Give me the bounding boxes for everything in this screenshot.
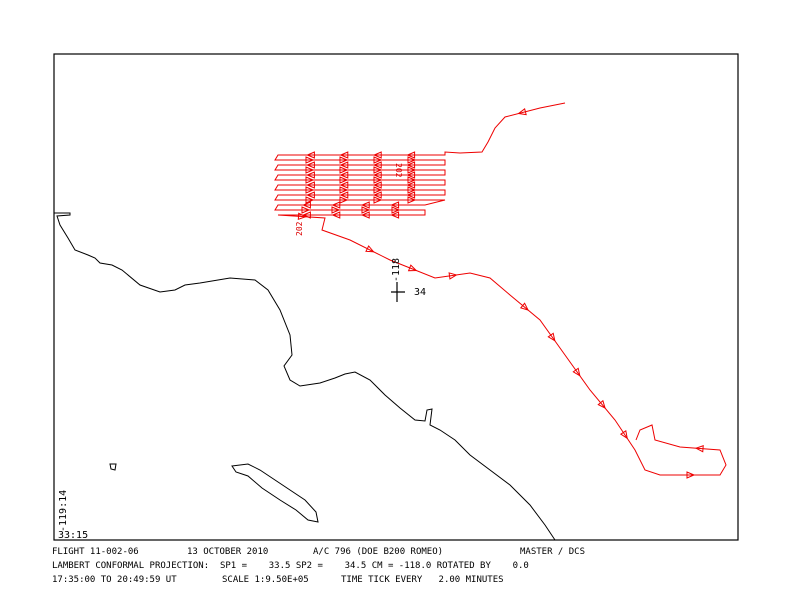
footer-text: SCALE 1:9.50E+05 xyxy=(222,575,309,585)
time-tick xyxy=(305,156,315,164)
time-tick xyxy=(390,201,400,209)
time-tick xyxy=(572,367,581,377)
footer-text: 13 OCTOBER 2010 xyxy=(187,547,268,557)
time-tick xyxy=(360,211,370,219)
time-tick xyxy=(406,191,416,199)
time-tick xyxy=(306,191,315,199)
time-tick xyxy=(619,430,628,440)
time-tick xyxy=(305,176,315,184)
time-tick xyxy=(331,201,341,209)
time-tick xyxy=(305,166,315,174)
center-lon: -118 xyxy=(391,258,402,282)
footer-text: 17:35:00 TO 20:49:59 UT xyxy=(52,575,177,585)
time-tick xyxy=(373,176,383,184)
time-tick xyxy=(339,196,349,204)
time-tick xyxy=(372,151,382,159)
time-tick xyxy=(365,245,375,253)
corner-lat: 33:15 xyxy=(58,530,88,541)
time-tick xyxy=(373,166,383,174)
time-tick xyxy=(372,161,382,169)
time-tick xyxy=(339,156,349,164)
footer-text: A/C 796 (DOE B200 ROMEO) xyxy=(313,547,443,557)
time-tick xyxy=(407,166,417,174)
time-tick xyxy=(373,196,383,204)
time-tick xyxy=(694,445,704,453)
time-tick xyxy=(390,211,400,219)
time-tick xyxy=(339,191,349,199)
time-tick xyxy=(360,201,370,209)
time-tick xyxy=(406,181,416,189)
time-tick xyxy=(306,151,315,159)
time-tick xyxy=(372,171,382,179)
time-tick xyxy=(406,161,416,169)
center-cross xyxy=(391,282,405,302)
time-tick xyxy=(331,211,341,219)
time-tick xyxy=(406,171,416,179)
footer-text: MASTER / DCS xyxy=(520,547,585,557)
time-tick xyxy=(407,156,417,164)
time-tick xyxy=(339,181,349,189)
time-tick xyxy=(306,181,315,189)
coastline xyxy=(54,212,556,541)
time-tick xyxy=(339,176,349,184)
time-tick xyxy=(339,151,349,159)
time-tick xyxy=(339,161,349,169)
time-tick xyxy=(407,196,417,204)
time-tick xyxy=(361,206,371,214)
time-tick xyxy=(517,107,527,116)
time-tick xyxy=(686,471,696,479)
corner-lon: -119:14 xyxy=(58,490,69,532)
time-tick xyxy=(372,191,382,199)
footer-text: TIME TICK EVERY 2.00 MINUTES xyxy=(341,575,504,585)
time-tick xyxy=(597,399,606,410)
time-tick xyxy=(305,196,315,204)
island xyxy=(109,463,117,471)
footer-text: FLIGHT 11-002-06 xyxy=(52,547,139,557)
time-tick xyxy=(339,171,349,179)
time-tick xyxy=(302,201,311,209)
time-tick xyxy=(407,264,418,272)
time-tick xyxy=(407,186,417,194)
time-tick xyxy=(519,302,530,311)
time-tick xyxy=(306,161,315,169)
time-tick xyxy=(448,272,458,280)
map-frame xyxy=(53,53,739,541)
time-tick xyxy=(306,171,315,179)
time-tick xyxy=(339,186,349,194)
time-tick xyxy=(406,151,416,159)
island xyxy=(231,463,319,523)
time-tick xyxy=(339,166,349,174)
center-lat: 34 xyxy=(414,287,426,298)
flight-track xyxy=(274,102,727,479)
time-tick xyxy=(302,211,311,219)
time-tick xyxy=(407,176,417,184)
time-tick xyxy=(331,206,341,214)
time-tick xyxy=(391,206,401,214)
time-tick xyxy=(297,212,307,221)
time-tick xyxy=(372,181,382,189)
track-line xyxy=(274,102,727,476)
time-tick xyxy=(305,186,315,194)
time-tick xyxy=(547,332,556,342)
time-tick xyxy=(301,206,311,214)
time-tick xyxy=(373,186,383,194)
track-label: 202 xyxy=(295,221,304,236)
time-tick xyxy=(373,156,383,164)
footer-text: LAMBERT CONFORMAL PROJECTION: SP1 = 33.5… xyxy=(52,561,529,571)
track-label: 202 xyxy=(394,163,403,178)
